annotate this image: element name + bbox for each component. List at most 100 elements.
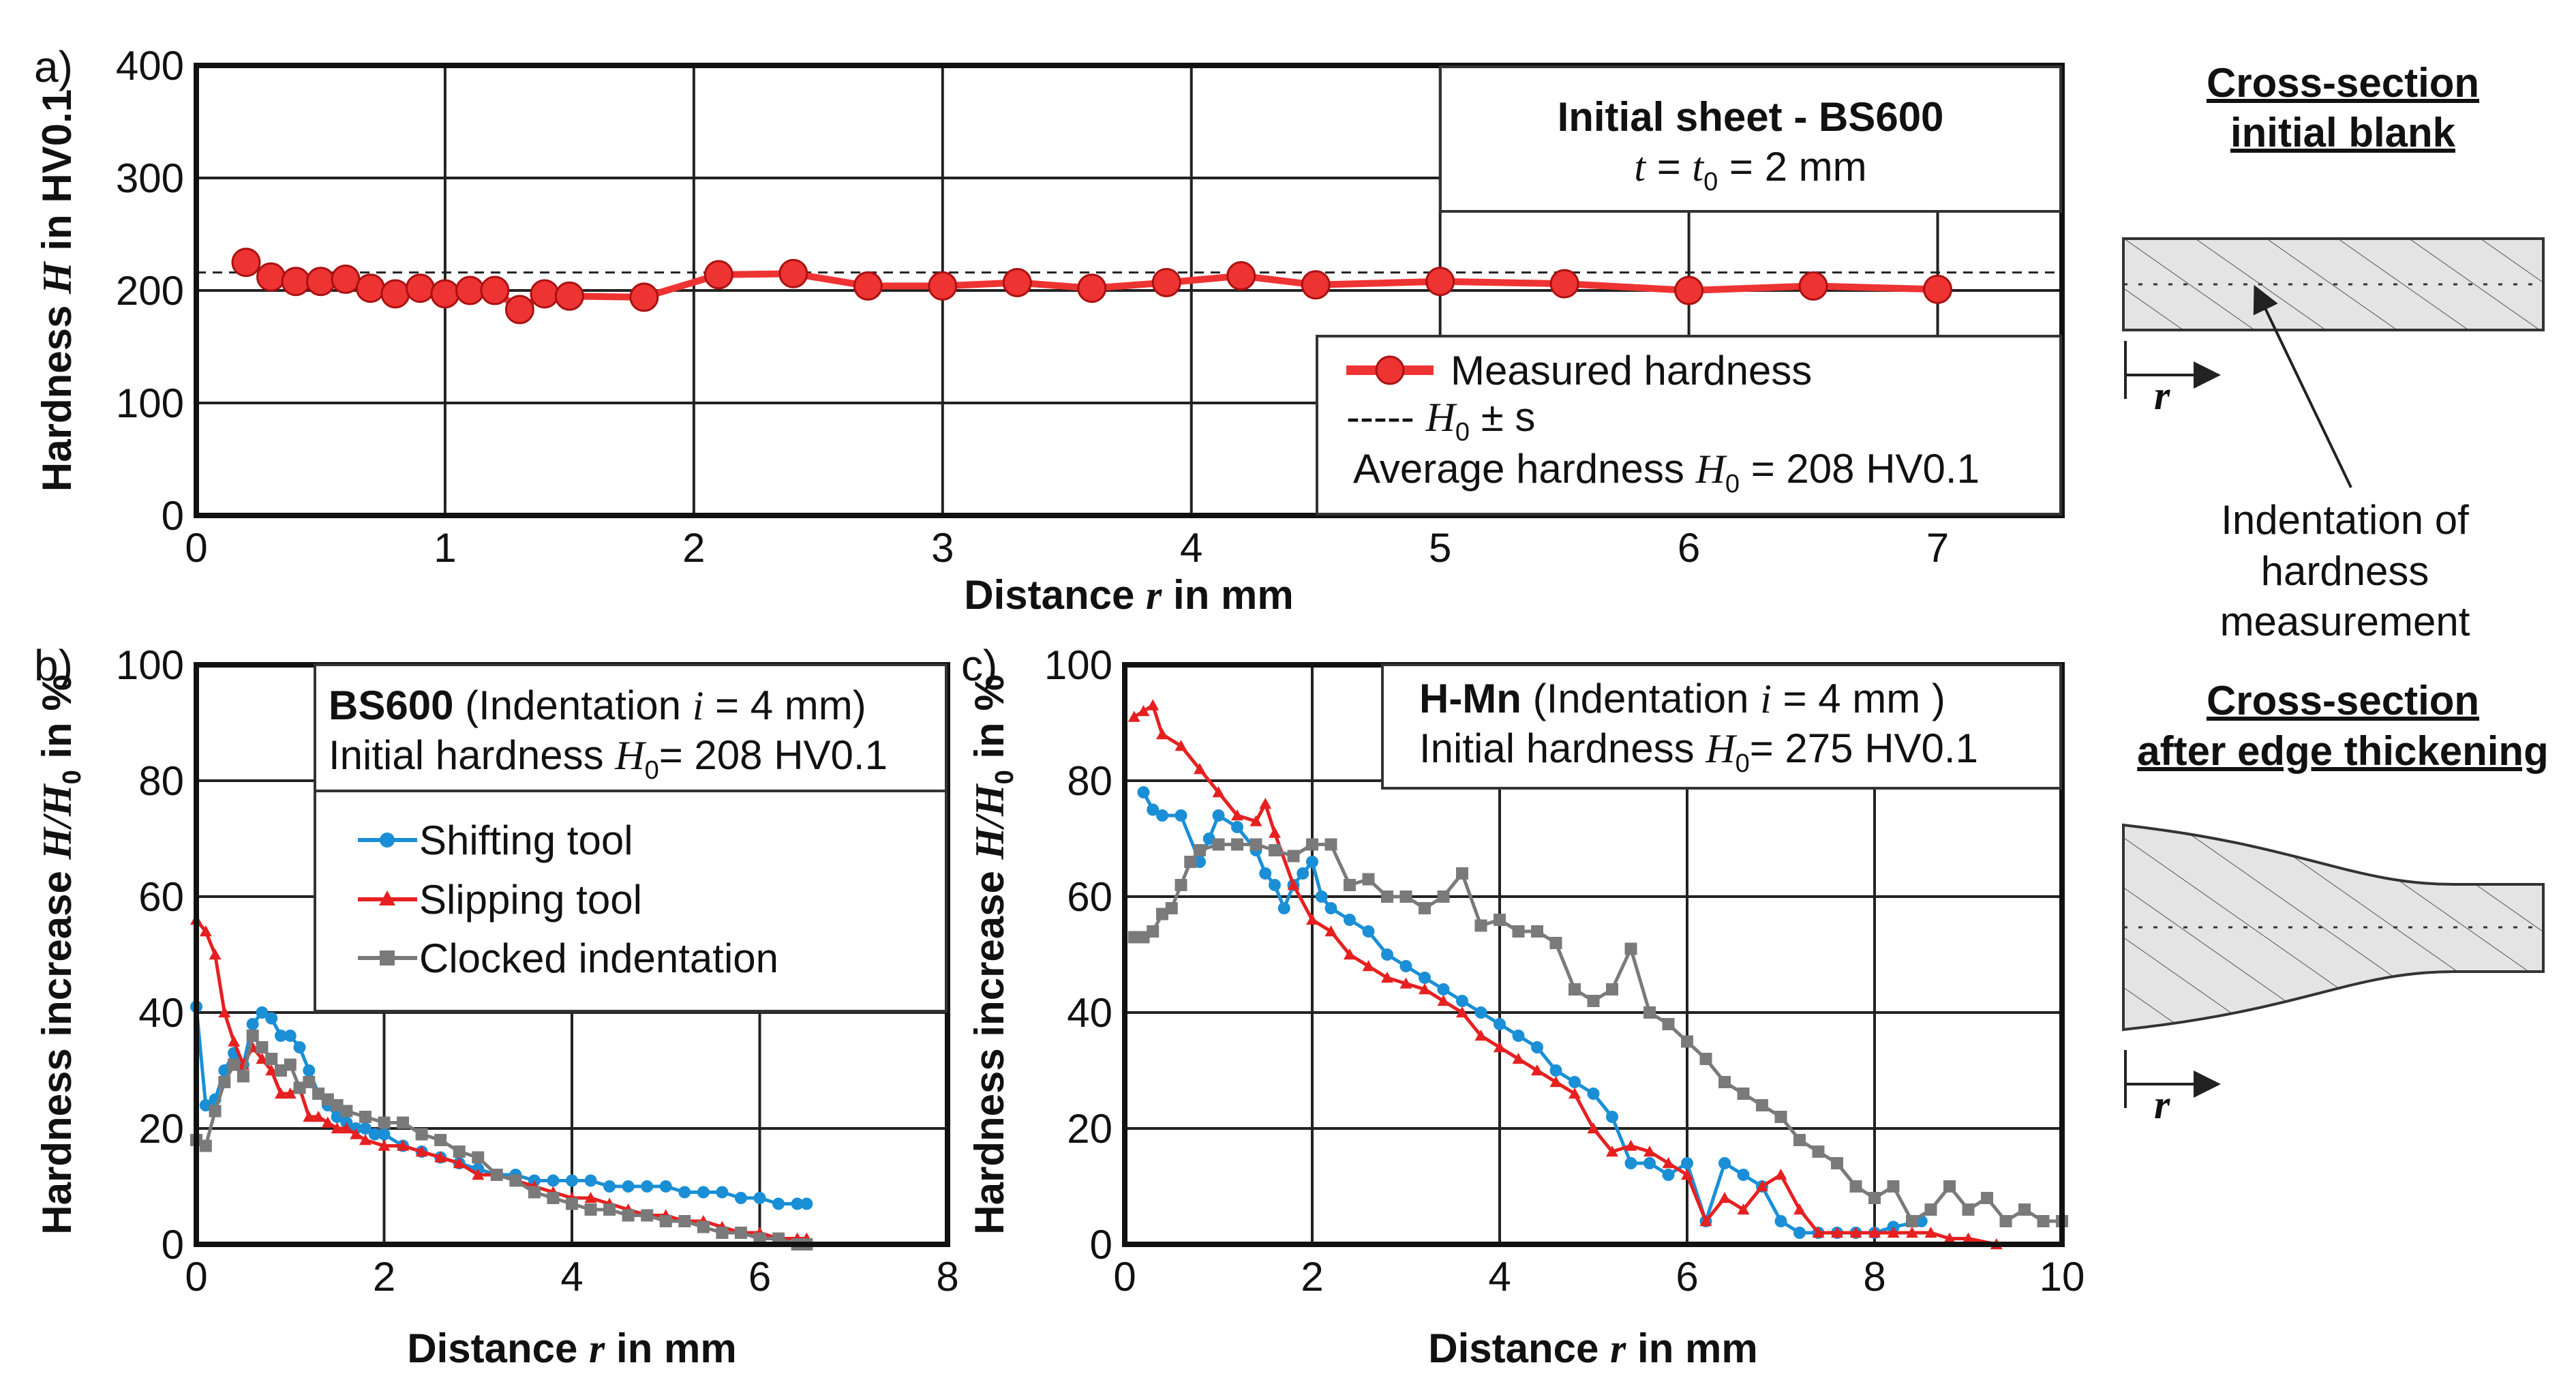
data-point (1587, 1088, 1600, 1100)
data-point (274, 1064, 287, 1077)
data-point (303, 1064, 316, 1077)
data-point (1962, 1232, 1975, 1244)
series-line-clocked-indentation (1134, 843, 2062, 1223)
data-point (359, 1122, 372, 1135)
data-point (1774, 1169, 1787, 1180)
x-tick-label: 5 (1429, 525, 1451, 571)
data-point (1269, 879, 1281, 891)
data-point (303, 1076, 316, 1088)
data-point (1906, 1227, 1918, 1238)
data-point (1231, 809, 1243, 821)
data-point (350, 1128, 363, 1139)
data-point (1324, 838, 1337, 851)
panel-a-xlabel: Distance r in mm (964, 572, 1294, 618)
data-point (231, 248, 261, 278)
data-point (380, 279, 410, 309)
data-point (455, 275, 485, 305)
data-point (928, 271, 958, 301)
data-point (778, 258, 808, 288)
panel-b-ylabel: Hardness increase H/H0 in % (34, 674, 87, 1234)
panel-b-xticks: 0 2 4 6 8 (185, 1254, 958, 1300)
data-point (1287, 850, 1300, 863)
data-point (1494, 1018, 1506, 1030)
data-point (1549, 937, 1562, 949)
panel-a-subtitle: t = t0 = 2 mm (1634, 144, 1866, 196)
data-point (284, 1030, 297, 1042)
data-point (453, 1157, 466, 1169)
data-point (641, 1209, 654, 1222)
data-point (265, 1053, 278, 1065)
data-point (1315, 890, 1328, 903)
data-point (1906, 1215, 1918, 1227)
data-point (1943, 1180, 1956, 1193)
data-point (1737, 1203, 1750, 1215)
x-tick-label: 3 (931, 525, 954, 571)
data-point (1587, 1122, 1600, 1134)
data-point (791, 1197, 804, 1210)
data-point (1512, 1030, 1525, 1042)
data-point (1662, 1018, 1675, 1030)
y-tick-label: 40 (1067, 990, 1112, 1036)
data-point (1887, 1227, 1900, 1238)
data-point (321, 1093, 334, 1106)
data-point (1456, 1006, 1468, 1018)
y-tick-label: 0 (162, 493, 184, 539)
data-point (1999, 1215, 2012, 1227)
panel-a-title-box (1439, 65, 2062, 213)
data-point (1306, 914, 1318, 925)
x-tick-label: 0 (1113, 1254, 1136, 1300)
schematic-top-title-line2: initial blank (2230, 110, 2456, 155)
data-point (1194, 844, 1206, 856)
y-tick-label: 200 (116, 268, 184, 314)
data-point (1774, 1215, 1787, 1227)
data-point (1624, 1157, 1637, 1169)
data-point (1202, 833, 1215, 845)
data-point (1643, 1157, 1656, 1169)
data-point (199, 1099, 212, 1111)
y-tick-label: 0 (162, 1222, 184, 1268)
data-point (1756, 1099, 1768, 1111)
data-point (1306, 838, 1318, 851)
data-point (378, 1116, 391, 1129)
data-point (1259, 798, 1272, 809)
data-point (1699, 1053, 1712, 1065)
y-tick-label: 0 (1090, 1222, 1112, 1268)
data-point (1643, 1006, 1656, 1019)
data-point (246, 1018, 259, 1030)
data-point (199, 925, 212, 937)
data-point (1549, 1076, 1562, 1088)
panel-b-yticks: 0 20 40 60 80 100 (116, 642, 184, 1268)
data-point (1344, 914, 1356, 926)
data-point (1259, 867, 1272, 880)
data-point (659, 1180, 672, 1193)
schematic-bottom-title-line2: after edge thickening (2137, 728, 2548, 774)
panel-c-title-box (1381, 663, 2062, 790)
data-point (1474, 1006, 1487, 1019)
panel-c: c) 0 20 40 60 80 100 0 2 4 6 8 10 H-Mn (Indentatio… (961, 641, 2085, 1371)
data-point (584, 1174, 597, 1187)
legend-measured-marker (1375, 355, 1405, 385)
data-point (331, 1122, 344, 1134)
data-point (1456, 995, 1468, 1007)
panel-a-label: a) (34, 42, 73, 91)
data-point (1681, 1157, 1693, 1169)
data-point (1793, 1203, 1806, 1215)
data-point (1606, 983, 1618, 995)
data-point (1924, 1227, 1937, 1238)
data-point (209, 1105, 222, 1118)
data-point (1868, 1227, 1881, 1238)
x-tick-label: 0 (185, 1254, 207, 1300)
data-point (1137, 786, 1150, 798)
data-point (1681, 1169, 1693, 1180)
data-point (265, 1064, 278, 1076)
panel-c-subtitle: Initial hardness H0= 275 HV0.1 (1419, 725, 1978, 778)
data-point (1923, 274, 1953, 304)
data-point (265, 1012, 278, 1025)
x-tick-label: 0 (185, 525, 207, 571)
data-point (1425, 267, 1455, 297)
data-point (1793, 1134, 1806, 1146)
x-tick-label: 2 (682, 525, 705, 571)
data-point (1077, 273, 1107, 303)
data-point (1165, 902, 1178, 914)
